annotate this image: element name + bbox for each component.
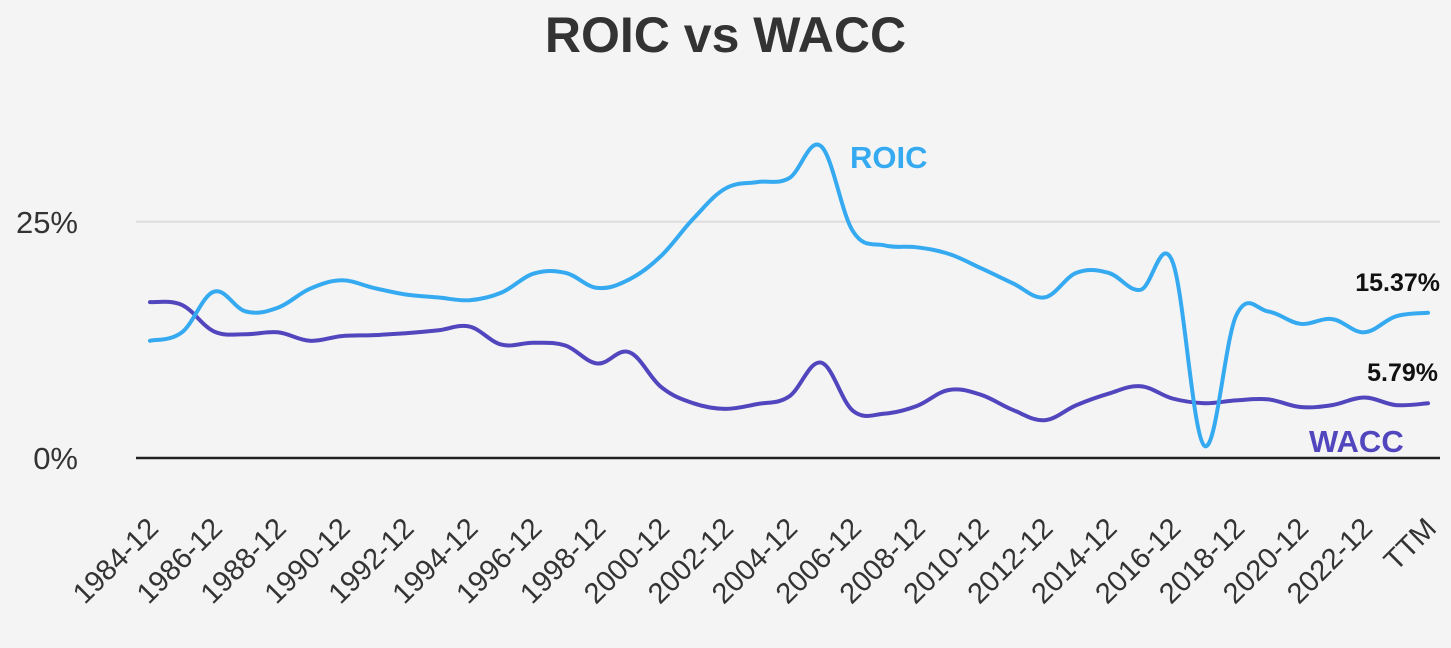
- chart-title: ROIC vs WACC: [544, 7, 907, 63]
- wacc-series-label: WACC: [1309, 424, 1404, 459]
- roic-end-value-label: 15.37%: [1355, 269, 1440, 297]
- y-tick-label: 25%: [16, 205, 78, 240]
- roic-series-label: ROIC: [850, 140, 928, 175]
- roic-line: [148, 142, 1430, 448]
- y-tick-label: 0%: [33, 441, 78, 476]
- x-tick-label: TTM: [1378, 512, 1443, 577]
- wacc-end-value-label: 5.79%: [1367, 359, 1438, 387]
- wacc-line: [148, 299, 1430, 423]
